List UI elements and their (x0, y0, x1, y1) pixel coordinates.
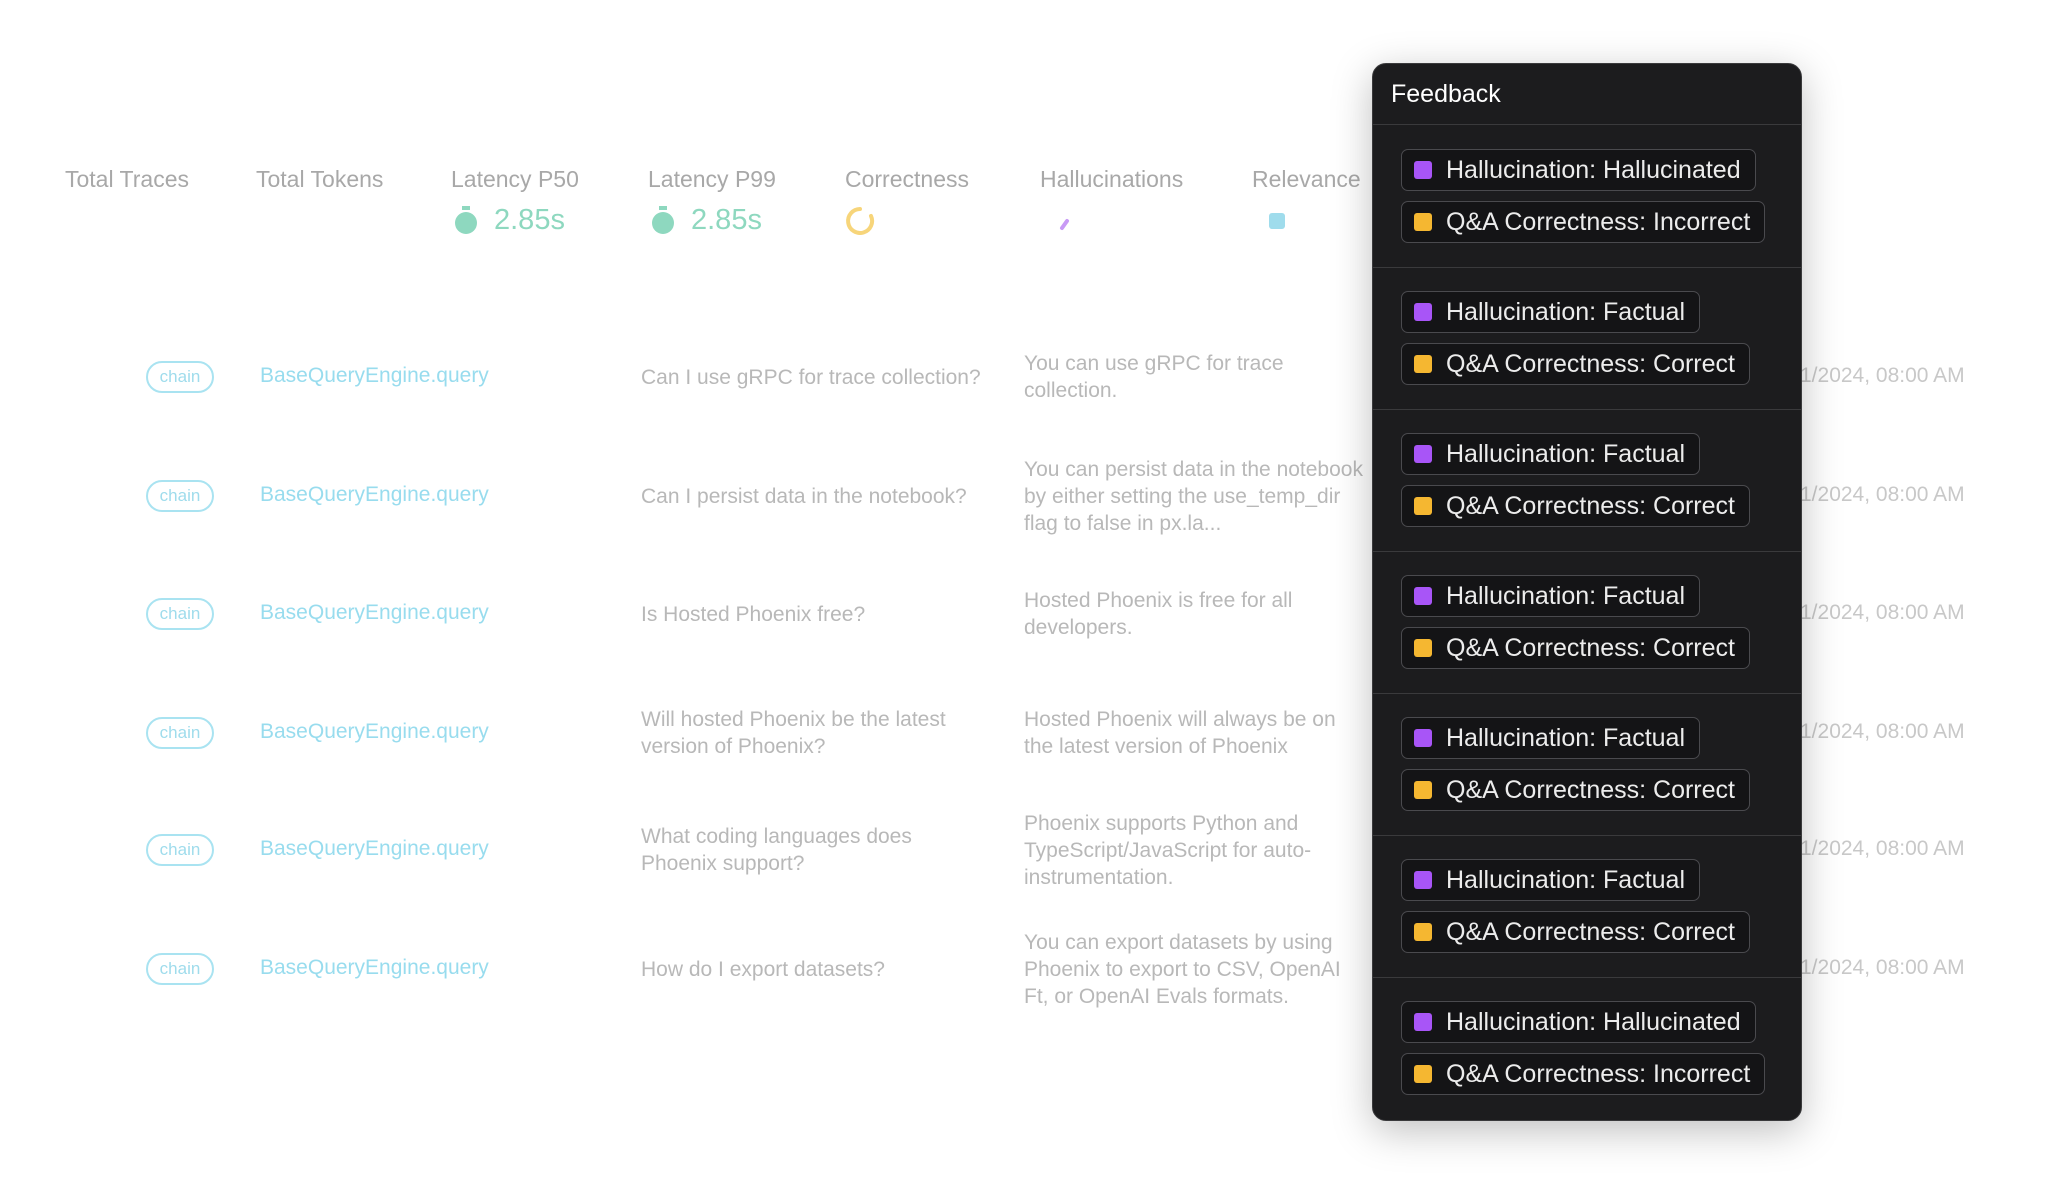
output-text: Phoenix supports Python and TypeScript/J… (1024, 811, 1312, 889)
feedback-label: Q&A Correctness: Correct (1401, 911, 1750, 953)
span-kind-badge: chain (146, 361, 214, 393)
feedback-label: Hallucination: Hallucinated (1401, 149, 1756, 191)
metric-value: 2.85s (691, 204, 762, 236)
timer-icon (652, 206, 674, 234)
span-kind-badge: chain (146, 953, 214, 985)
metric-label: Latency P99 (648, 166, 776, 192)
output-text: Hosted Phoenix is free for all developer… (1024, 589, 1293, 639)
feedback-label: Q&A Correctness: Correct (1401, 769, 1750, 811)
span-name: BaseQueryEngine.query (260, 837, 489, 860)
separator (1373, 409, 1801, 410)
metric-label: Total Tokens (256, 166, 384, 192)
separator (1373, 693, 1801, 694)
input-text: Can I persist data in the notebook? (641, 484, 967, 508)
label-swatch (1414, 587, 1432, 605)
separator (1373, 124, 1801, 125)
span-kind-badge: chain (146, 480, 214, 512)
separator (1373, 267, 1801, 268)
span-kind-badge: chain (146, 598, 214, 630)
label-swatch (1414, 161, 1432, 179)
hallucination-spinner (1060, 219, 1069, 230)
input-text: Will hosted Phoenix be the latest versio… (641, 708, 946, 758)
separator (1373, 977, 1801, 978)
feedback-label: Hallucination: Hallucinated (1401, 1001, 1756, 1043)
feedback-label: Hallucination: Factual (1401, 291, 1701, 333)
correctness-spinner (846, 207, 875, 235)
panel-title: Feedback (1391, 80, 1501, 108)
feedback-label: Q&A Correctness: Incorrect (1401, 1053, 1766, 1095)
metric-icons (455, 206, 1285, 235)
span-name: BaseQueryEngine.query (260, 956, 489, 979)
metric-label: Correctness (845, 166, 969, 192)
feedback-label: Q&A Correctness: Correct (1401, 485, 1750, 527)
timer-icon (455, 206, 477, 234)
span-name: BaseQueryEngine.query (260, 483, 489, 506)
metric-label: Relevance (1252, 166, 1361, 192)
timestamp: 1/2024, 08:00 AM (1800, 364, 1965, 387)
separator (1373, 835, 1801, 836)
label-swatch (1414, 639, 1432, 657)
timestamp: 1/2024, 08:00 AM (1800, 837, 1965, 860)
input-text: Can I use gRPC for trace collection? (641, 365, 981, 389)
feedback-label: Hallucination: Factual (1401, 433, 1701, 475)
label-swatch (1414, 729, 1432, 747)
label-swatch (1414, 1065, 1432, 1083)
label-swatch (1414, 445, 1432, 463)
span-name: BaseQueryEngine.query (260, 364, 489, 387)
label-swatch (1414, 923, 1432, 941)
input-text: What coding languages does Phoenix suppo… (641, 825, 912, 875)
relevance-indicator (1269, 213, 1285, 229)
feedback-label: Q&A Correctness: Correct (1401, 343, 1750, 385)
span-name: BaseQueryEngine.query (260, 601, 489, 624)
label-swatch (1414, 213, 1432, 231)
span-name: BaseQueryEngine.query (260, 720, 489, 743)
label-swatch (1414, 303, 1432, 321)
label-swatch (1414, 355, 1432, 373)
feedback-panel: Feedback Hallucination: Hallucinated Q&A … (1372, 63, 1802, 1121)
label-swatch (1414, 1013, 1432, 1031)
separator (1373, 551, 1801, 552)
output-text: You can persist data in the notebook by … (1024, 457, 1363, 535)
feedback-label: Hallucination: Factual (1401, 575, 1701, 617)
output-text: You can export datasets by using Phoenix… (1024, 930, 1341, 1008)
output-text: You can use gRPC for trace collection. (1024, 352, 1284, 402)
timestamp: 1/2024, 08:00 AM (1800, 483, 1965, 506)
timestamp: 1/2024, 08:00 AM (1800, 956, 1965, 979)
label-swatch (1414, 781, 1432, 799)
metric-label: Latency P50 (451, 166, 579, 192)
output-text: Hosted Phoenix will always be on the lat… (1024, 708, 1336, 758)
input-text: How do I export datasets? (641, 957, 885, 981)
label-swatch (1414, 871, 1432, 889)
timestamp: 1/2024, 08:00 AM (1800, 601, 1965, 624)
input-text: Is Hosted Phoenix free? (641, 602, 866, 626)
metric-label: Hallucinations (1040, 166, 1184, 192)
feedback-label: Q&A Correctness: Incorrect (1401, 201, 1766, 243)
span-kind-badge: chain (146, 717, 214, 749)
label-swatch (1414, 497, 1432, 515)
feedback-label: Hallucination: Factual (1401, 717, 1701, 759)
span-kind-badge: chain (146, 834, 214, 866)
feedback-label: Q&A Correctness: Correct (1401, 627, 1750, 669)
metric-label: Total Traces (65, 166, 189, 192)
metric-value: 2.85s (494, 204, 565, 236)
feedback-label: Hallucination: Factual (1401, 859, 1701, 901)
timestamp: 1/2024, 08:00 AM (1800, 720, 1965, 743)
